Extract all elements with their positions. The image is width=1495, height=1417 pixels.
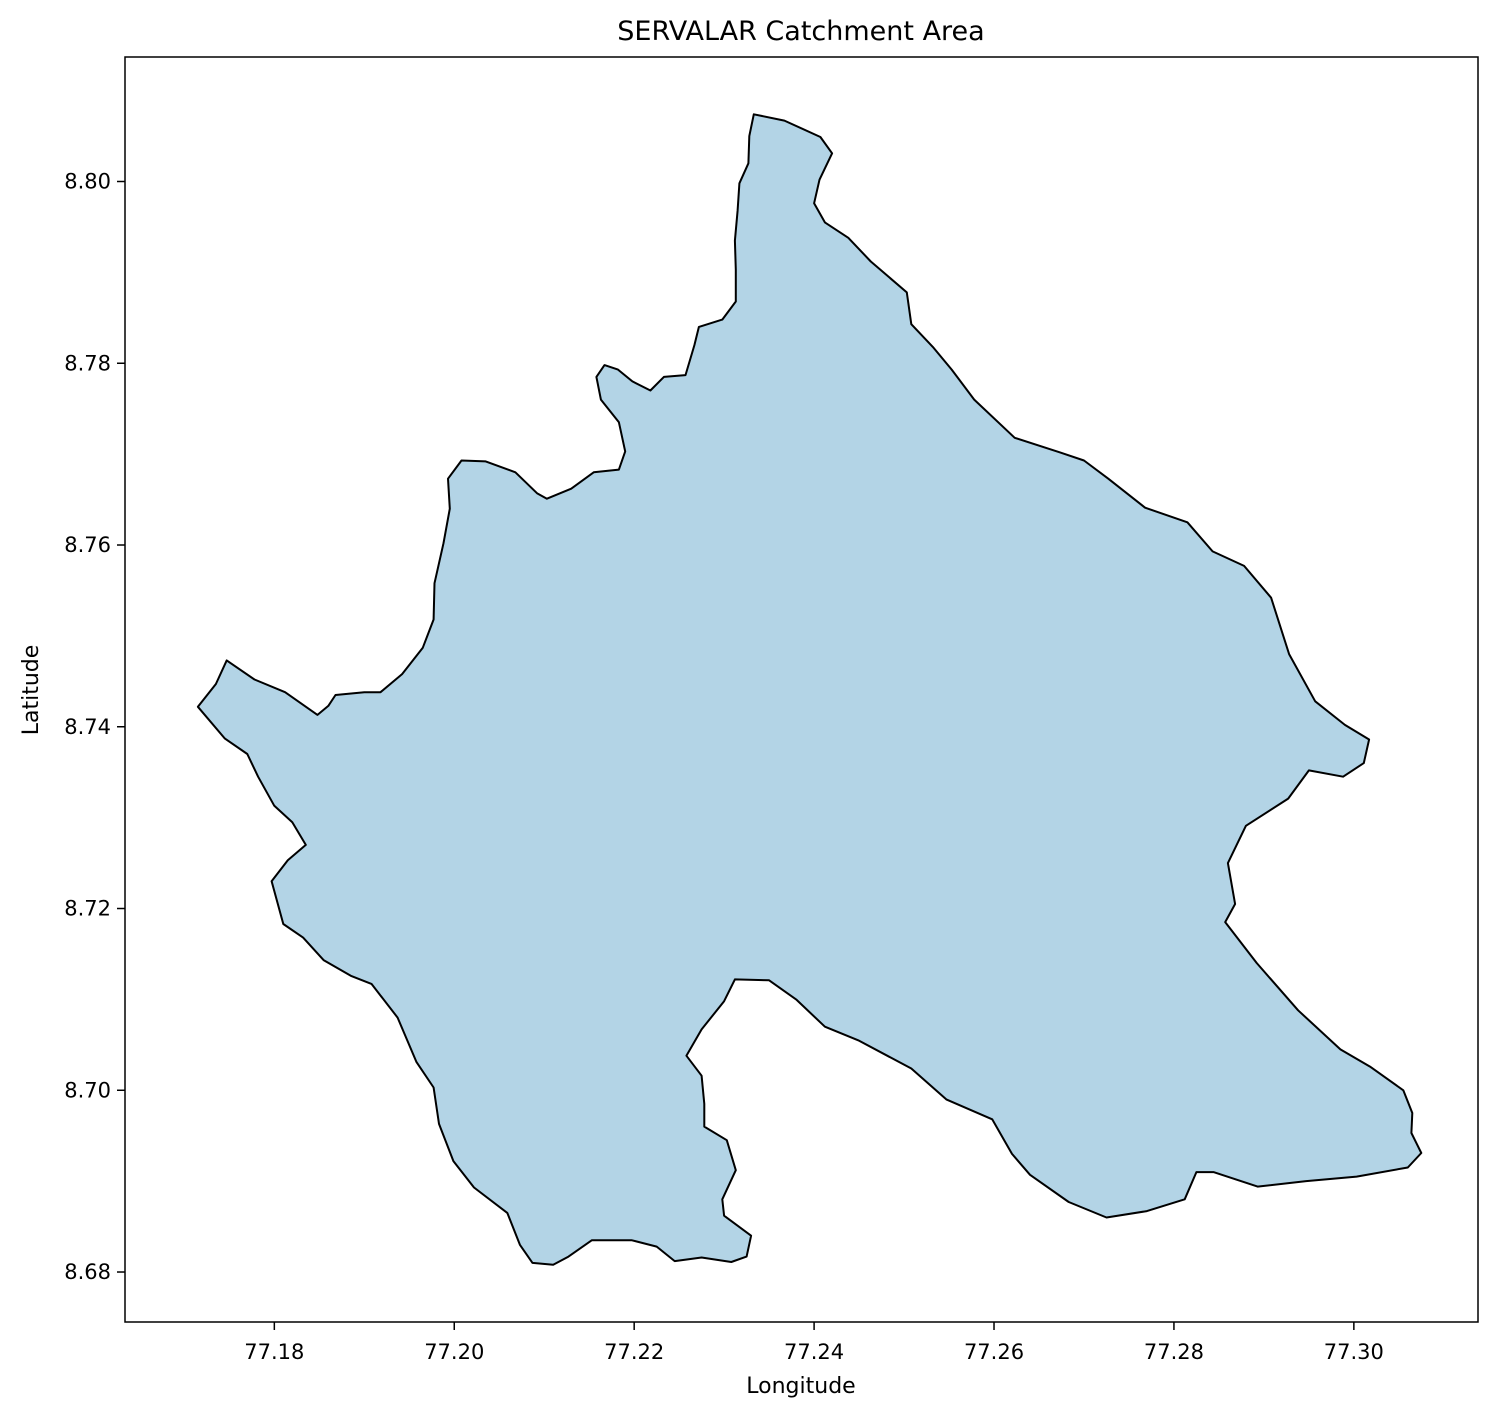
plot-area [196, 113, 1423, 1266]
y-tick-label: 8.68 [64, 1260, 111, 1284]
x-axis-label: Longitude [746, 1374, 855, 1399]
y-tick-label: 8.72 [64, 897, 111, 921]
x-axis-ticks: 77.18 77.20 77.22 77.24 77.26 77.28 77.30 [244, 1322, 1384, 1364]
x-tick-label: 77.22 [604, 1340, 664, 1364]
y-axis-ticks: 8.68 8.70 8.72 8.74 8.76 8.78 8.80 [64, 170, 125, 1284]
y-tick-label: 8.80 [64, 170, 111, 194]
chart-title: SERVALAR Catchment Area [617, 16, 984, 47]
x-tick-label: 77.20 [424, 1340, 484, 1364]
y-tick-label: 8.78 [64, 351, 111, 375]
axes-frame [124, 56, 1479, 1323]
y-tick-label: 8.74 [64, 715, 111, 739]
x-tick-label: 77.26 [964, 1340, 1024, 1364]
catchment-area-polygon [196, 113, 1423, 1266]
x-tick-label: 77.24 [784, 1340, 844, 1364]
y-tick-label: 8.76 [64, 533, 111, 557]
y-axis-label: Latitude [19, 645, 44, 736]
x-tick-label: 77.30 [1324, 1340, 1384, 1364]
y-tick-label: 8.70 [64, 1078, 111, 1102]
x-tick-label: 77.18 [244, 1340, 304, 1364]
x-tick-label: 77.28 [1144, 1340, 1204, 1364]
